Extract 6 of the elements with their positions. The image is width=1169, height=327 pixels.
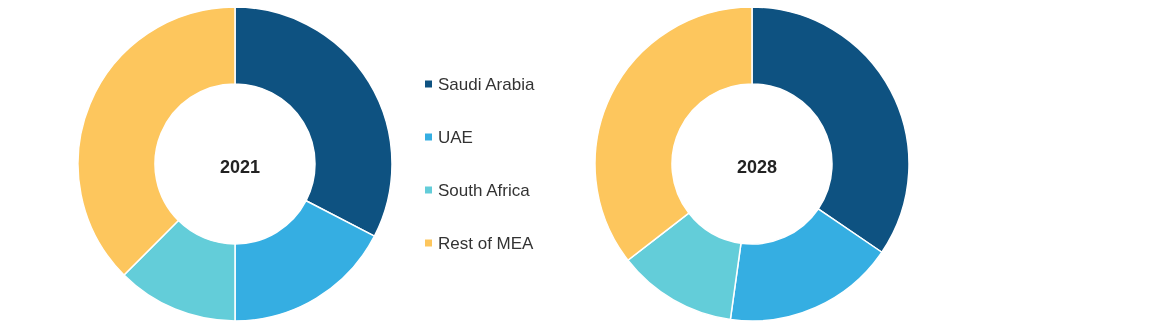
legend-label: Rest of MEA (438, 233, 535, 253)
slice-label: 2028 (736, 157, 778, 177)
legend-label: UAE (438, 127, 473, 147)
slice-label: 2021 (219, 157, 261, 177)
legend-label: Saudi Arabia (438, 74, 535, 94)
legend-label: South Africa (438, 180, 531, 200)
